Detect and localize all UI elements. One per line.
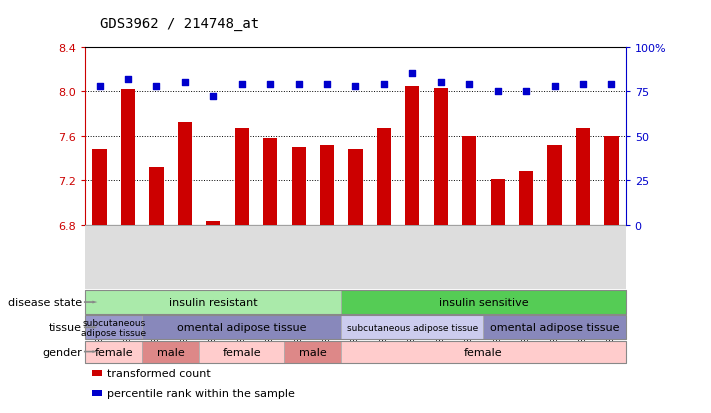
Point: [264, 81, 276, 88]
Point: [549, 83, 560, 90]
Text: female: female: [464, 347, 503, 357]
Text: GDS3962 / 214748_at: GDS3962 / 214748_at: [100, 17, 259, 31]
Point: [208, 94, 219, 100]
Bar: [320, 145, 334, 225]
Bar: [92, 150, 107, 225]
Text: subcutaneous
adipose tissue: subcutaneous adipose tissue: [81, 318, 146, 337]
Point: [122, 76, 134, 83]
Text: male: male: [299, 347, 327, 357]
Point: [151, 83, 162, 90]
Point: [293, 81, 304, 88]
Bar: [377, 128, 391, 225]
Bar: [206, 222, 220, 225]
Bar: [178, 123, 192, 225]
Text: percentile rank within the sample: percentile rank within the sample: [107, 388, 294, 398]
Point: [350, 83, 361, 90]
Point: [577, 81, 589, 88]
Bar: [405, 86, 419, 225]
Point: [407, 71, 418, 78]
Bar: [519, 172, 533, 225]
Text: subcutaneous adipose tissue: subcutaneous adipose tissue: [347, 323, 478, 332]
Text: omental adipose tissue: omental adipose tissue: [177, 323, 306, 332]
Bar: [547, 145, 562, 225]
Text: insulin resistant: insulin resistant: [169, 297, 257, 307]
Point: [520, 89, 532, 95]
Bar: [149, 167, 164, 225]
Point: [94, 83, 105, 90]
Text: insulin sensitive: insulin sensitive: [439, 297, 528, 307]
Bar: [121, 90, 135, 225]
Bar: [434, 88, 448, 225]
Point: [236, 81, 247, 88]
Point: [321, 81, 333, 88]
Text: transformed count: transformed count: [107, 368, 210, 378]
Bar: [235, 128, 249, 225]
Text: female: female: [95, 347, 133, 357]
Text: disease state: disease state: [8, 297, 82, 307]
Bar: [263, 138, 277, 225]
Point: [378, 81, 390, 88]
Bar: [348, 150, 363, 225]
Point: [435, 80, 447, 86]
Bar: [491, 180, 505, 225]
Bar: [576, 128, 590, 225]
Point: [464, 81, 475, 88]
Text: female: female: [223, 347, 261, 357]
Bar: [462, 136, 476, 225]
Point: [492, 89, 503, 95]
Bar: [292, 147, 306, 225]
Bar: [604, 136, 619, 225]
Point: [179, 80, 191, 86]
Text: tissue: tissue: [49, 323, 82, 332]
Text: male: male: [156, 347, 185, 357]
Point: [606, 81, 617, 88]
Text: omental adipose tissue: omental adipose tissue: [490, 323, 619, 332]
Text: gender: gender: [42, 347, 82, 357]
